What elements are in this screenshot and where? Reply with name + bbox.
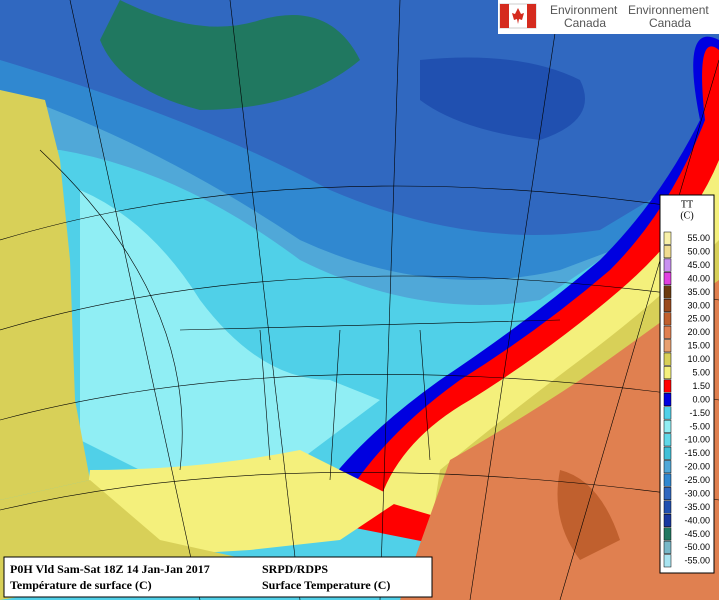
agency-fr: Environnement <box>628 3 709 17</box>
legend-label: 20.00 <box>687 327 710 337</box>
legend-swatch <box>663 473 672 487</box>
legend-label: 50.00 <box>687 247 710 257</box>
flag-bar <box>500 4 509 28</box>
legend-unit: (C) <box>680 210 693 221</box>
legend-swatch <box>663 500 672 514</box>
legend-swatch <box>663 379 672 393</box>
region <box>100 0 360 110</box>
legend-label: 15.00 <box>687 341 710 351</box>
footer-box <box>3 556 433 598</box>
field-fr: Température de surface (C) <box>10 578 152 592</box>
model-label: SRPD/RDPS <box>262 562 328 576</box>
legend-swatch <box>663 231 672 245</box>
legend-label: 5.00 <box>692 367 710 377</box>
legend-swatch <box>663 487 672 501</box>
legend-label: -5.00 <box>689 421 710 431</box>
country-en: Canada <box>564 16 606 30</box>
region <box>400 280 719 600</box>
legend-label: -55.00 <box>684 556 710 566</box>
region <box>0 90 90 500</box>
flag-leaf <box>512 8 524 24</box>
legend-label: -10.00 <box>684 435 710 445</box>
legend-swatch <box>663 285 672 299</box>
legend-label: -15.00 <box>684 448 710 458</box>
legend-label: -20.00 <box>684 462 710 472</box>
legend-swatch <box>663 460 672 474</box>
legend-swatch <box>663 312 672 326</box>
region <box>80 450 400 560</box>
legend-swatch <box>663 298 672 312</box>
legend-label: 30.00 <box>687 300 710 310</box>
legend: 55.00 50.00 45.00 40.00 35.00 30.00 25.00 20.00… <box>663 231 710 568</box>
region <box>80 190 380 470</box>
legend-swatch <box>663 366 672 380</box>
legend-label: 55.00 <box>687 233 710 243</box>
flag-bar <box>527 4 536 28</box>
legend-swatch <box>663 446 672 460</box>
legend-label: -40.00 <box>684 515 710 525</box>
run-label: P0H Vld Sam-Sat 18Z 14 Jan-Jan 2017 <box>10 562 210 576</box>
field-en: Surface Temperature (C) <box>262 578 390 592</box>
legend-title: TT <box>681 199 693 210</box>
legend-swatch <box>663 540 672 554</box>
legend-label: 40.00 <box>687 273 710 283</box>
legend-label: 0.00 <box>692 394 710 404</box>
legend-swatch <box>663 433 672 447</box>
legend-label: -35.00 <box>684 502 710 512</box>
legend-swatch <box>663 352 672 366</box>
legend-label: 10.00 <box>687 354 710 364</box>
legend-label: -50.00 <box>684 542 710 552</box>
legend-label: -45.00 <box>684 529 710 539</box>
legend-label: -25.00 <box>684 475 710 485</box>
legend-swatch <box>663 272 672 286</box>
legend-swatch <box>663 554 672 568</box>
legend-swatch <box>663 406 672 420</box>
legend-swatch <box>663 258 672 272</box>
legend-label: 1.50 <box>692 381 710 391</box>
legend-label: 35.00 <box>687 287 710 297</box>
legend-label: -1.50 <box>689 408 710 418</box>
legend-swatch <box>663 339 672 353</box>
country-fr: Canada <box>649 16 691 30</box>
legend-swatch <box>663 245 672 259</box>
legend-swatch <box>663 419 672 433</box>
legend-swatch <box>663 527 672 541</box>
region <box>557 470 620 560</box>
legend-swatch <box>663 325 672 339</box>
legend-label: 25.00 <box>687 314 710 324</box>
legend-swatch <box>663 513 672 527</box>
legend-label: -30.00 <box>684 488 710 498</box>
legend-label: 45.00 <box>687 260 710 270</box>
legend-swatch <box>663 393 672 406</box>
region <box>420 57 585 140</box>
agency-en: Environment <box>550 3 618 17</box>
